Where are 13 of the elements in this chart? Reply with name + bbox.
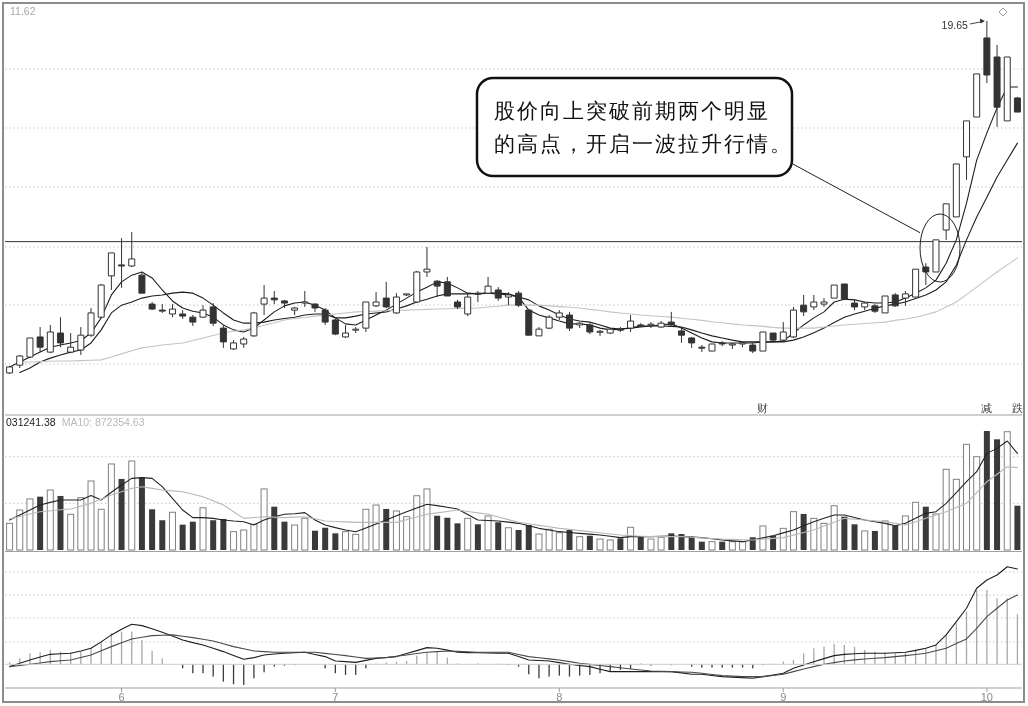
annotation: 19.65 — [941, 19, 969, 31]
text: 减 — [981, 402, 993, 415]
x-tick-label: 7 — [332, 691, 339, 703]
text: 031241.38 — [6, 416, 56, 428]
x-tick-label: 8 — [556, 691, 563, 703]
text: 财 — [757, 402, 769, 415]
annotation: 股价向上突破前期两个明显的高点，开启一波拉升行情。 — [494, 99, 793, 156]
text: 跌 — [1011, 402, 1023, 415]
text: 11.62 — [10, 5, 36, 17]
x-tick-label: 6 — [118, 691, 125, 703]
text: MA10: 872354.63 — [61, 416, 145, 428]
x-tick-label: 9 — [780, 691, 787, 703]
x-tick-label: 10 — [980, 691, 993, 703]
